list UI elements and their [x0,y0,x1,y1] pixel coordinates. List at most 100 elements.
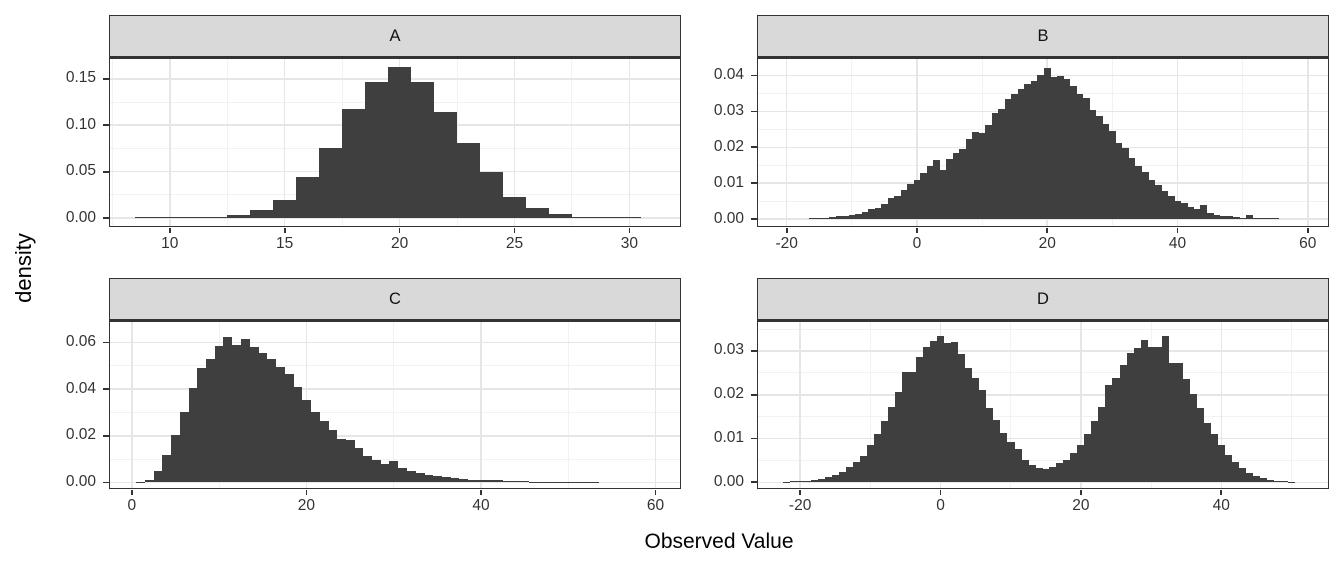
histogram-bar [1187,206,1195,220]
histogram-bar [1168,363,1176,483]
histogram-bar [1180,203,1188,220]
histogram-bar [1105,384,1113,483]
x-tick-label: -20 [775,235,798,252]
histogram-bar [1007,442,1015,483]
histogram-bar [985,124,993,220]
facet-panel-b: B -20 0 20 40 60 0.00 0.01 0.02 0.03 0.04 [714,15,1329,252]
facet-strip-d: D [757,278,1329,321]
histogram-bar [415,472,425,483]
y-tick-label: 0.00 [65,208,96,226]
x-tick-mark [168,227,171,233]
histogram-bar [933,160,941,220]
histogram-bar [951,342,959,483]
x-tick-mark [1220,489,1223,495]
histogram-bar [1226,216,1234,220]
histogram-bar [502,481,512,483]
histogram-bar [371,460,381,483]
x-major-gridline [480,322,482,488]
histogram-bar [181,217,205,219]
histogram-bar [887,406,896,483]
x-tick-label: 20 [1038,235,1056,252]
histogram-bar [845,467,854,483]
facet-strip-c: C [109,278,681,321]
histogram-bar [1076,94,1084,220]
y-minor-gridline [758,328,1328,330]
histogram-bar [1161,191,1169,220]
x-tick-label: 60 [646,497,665,514]
histogram-bar [986,407,994,483]
x-major-gridline [283,59,286,226]
y-major-gridline [758,350,1328,352]
x-tick-label: 40 [1212,497,1230,514]
histogram-bar [1245,214,1253,220]
histogram-bar [1206,213,1214,220]
histogram-bar [848,214,856,220]
histogram-bar [197,367,207,483]
x-major-gridline [654,322,657,488]
y-minor-gridline [110,365,680,367]
facet-strip-a: A [109,15,681,58]
histogram-bar [441,477,451,483]
histogram-bar [1030,80,1038,220]
histogram-bar [572,481,582,483]
y-tick-mark [103,434,109,437]
y-tick-mark [103,481,109,484]
histogram-bar [1258,218,1266,220]
histogram-bar [1050,77,1058,220]
y-minor-gridline [110,411,680,413]
y-tick-mark [103,124,109,127]
x-major-gridline [168,59,171,226]
histogram-bar [345,439,355,483]
histogram-bar [1004,98,1012,220]
histogram-bar [1017,89,1025,220]
histogram-bar [1028,464,1036,483]
histogram-bar [1203,422,1212,483]
histogram-bar [900,190,908,220]
histogram-bar [1063,79,1071,220]
histogram-bar [789,481,797,483]
histogram-bar [485,480,495,483]
y-major-gridline [110,217,680,219]
histogram-bar [135,217,159,219]
x-tick-mark [1080,489,1082,495]
x-tick-mark [916,227,918,233]
x-tick-label: 20 [390,235,409,252]
x-tick-mark [1046,227,1049,233]
histogram-bar [424,474,434,483]
histogram-bar [861,211,869,220]
y-tick-mark [751,110,757,113]
histogram-bar [1021,459,1029,483]
y-major-gridline [110,388,680,390]
histogram-bar [1219,215,1227,220]
x-minor-gridline [851,59,853,226]
histogram-bar [1148,179,1156,220]
histogram-bar [965,367,973,483]
y-tick-label: 0.10 [65,115,96,133]
histogram-bar [803,480,811,483]
x-major-gridline [1080,322,1082,488]
histogram-bar [881,203,888,220]
histogram-bar [1141,172,1149,220]
histogram-bar [831,475,840,483]
y-tick-mark [751,393,757,396]
histogram-bar [824,477,832,483]
x-tick-label: 60 [1299,235,1317,252]
y-major-gridline [758,481,1328,484]
y-major-gridline [758,437,1328,440]
histogram-bar [162,454,172,483]
histogram-bar [1182,378,1190,483]
histogram-bar [1252,475,1261,483]
histogram-bar [1232,217,1240,220]
histogram-bar [922,346,931,483]
histogram-bar [1147,346,1155,483]
histogram-bar [223,336,233,483]
histogram-bar [1000,433,1008,483]
histogram-bar [227,215,251,219]
histogram-bar [1112,378,1120,483]
x-tick-mark [1176,227,1179,233]
histogram-bar [1096,115,1103,220]
histogram-bar [1084,433,1092,483]
histogram-bar [1070,453,1078,483]
histogram-bar [965,139,973,220]
histogram-bar [1133,347,1141,483]
